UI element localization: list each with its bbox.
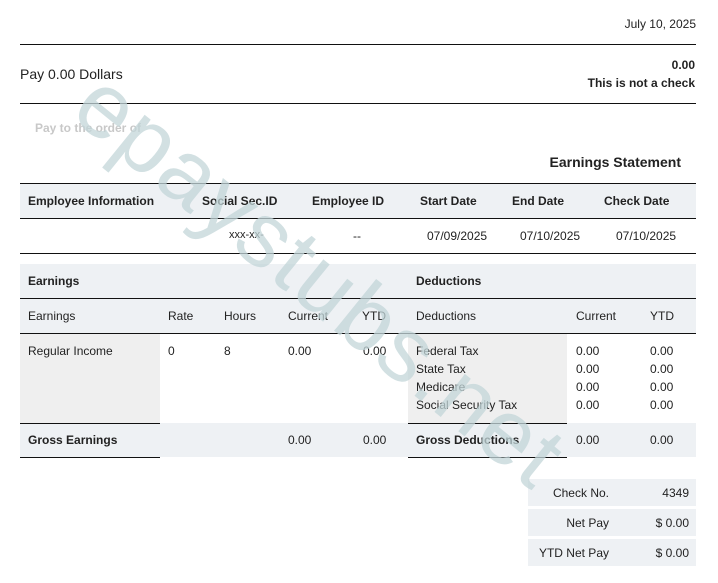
col-ssn: Social Sec.ID — [202, 194, 278, 208]
divider — [20, 103, 696, 104]
gross-deductions-ytd: 0.00 — [650, 433, 674, 447]
gross-deductions-label: Gross Deductions — [416, 433, 520, 447]
end-date-value: 07/10/2025 — [520, 229, 581, 243]
deduction-current: 0.00 — [576, 380, 600, 394]
divider — [408, 423, 567, 424]
col-ytd: YTD — [362, 309, 386, 323]
divider — [20, 218, 696, 219]
gross-earnings-ytd: 0.00 — [363, 433, 387, 447]
statement-title: Earnings Statement — [549, 154, 681, 170]
divider — [20, 333, 696, 334]
divider — [20, 253, 696, 254]
employee-id-value: -- — [353, 229, 361, 243]
start-date-value: 07/09/2025 — [427, 229, 488, 243]
ytd-net-pay-label: YTD Net Pay — [538, 546, 609, 560]
deduction-ytd: 0.00 — [650, 344, 674, 358]
check-number-value: 4349 — [662, 486, 689, 500]
col-start-date: Start Date — [420, 194, 477, 208]
deduction-name: State Tax — [416, 362, 466, 376]
deduction-name: Social Security Tax — [416, 398, 518, 412]
deduction-name: Federal Tax — [416, 344, 479, 358]
check-amount: 0.00 — [671, 58, 695, 72]
pay-amount-words: Pay 0.00 Dollars — [20, 66, 123, 82]
check-number-row: Check No. 4349 — [528, 479, 696, 506]
gross-earnings-current: 0.00 — [288, 433, 312, 447]
divider — [408, 457, 567, 458]
deduction-ytd: 0.00 — [650, 398, 674, 412]
gross-deductions-current: 0.00 — [576, 433, 600, 447]
col-employee-info: Employee Information — [28, 194, 155, 208]
col-rate: Rate — [168, 309, 194, 323]
gross-row-bg — [20, 423, 696, 457]
net-pay-value: $ 0.00 — [655, 516, 689, 530]
net-pay-row: Net Pay $ 0.00 — [528, 509, 696, 536]
check-date-value: 07/10/2025 — [616, 229, 677, 243]
earning-hours: 8 — [224, 344, 231, 358]
divider — [20, 298, 696, 299]
ytd-net-pay-row: YTD Net Pay $ 0.00 — [528, 539, 696, 566]
pay-to-order-label: Pay to the order of — [35, 121, 142, 135]
divider — [20, 44, 696, 45]
earning-current: 0.00 — [288, 344, 312, 358]
col-deductions: Deductions — [416, 309, 477, 323]
not-check-notice: This is not a check — [587, 76, 695, 90]
col-current: Current — [288, 309, 329, 323]
earnings-name-cell — [20, 334, 160, 423]
col-ded-ytd: YTD — [650, 309, 674, 323]
col-check-date: Check Date — [604, 194, 670, 208]
earnings-title: Earnings — [28, 274, 80, 288]
deductions-name-cell — [408, 334, 567, 423]
gross-earnings-label: Gross Earnings — [28, 433, 118, 447]
deduction-name: Medicare — [416, 380, 466, 394]
employee-header-bg — [20, 183, 696, 218]
col-earnings: Earnings — [28, 309, 76, 323]
ssn-value: xxx-xx- — [229, 229, 264, 241]
earning-ytd: 0.00 — [363, 344, 387, 358]
earning-rate: 0 — [168, 344, 175, 358]
net-pay-label: Net Pay — [566, 516, 609, 530]
col-end-date: End Date — [512, 194, 565, 208]
earning-name: Regular Income — [28, 344, 113, 358]
col-employee-id: Employee ID — [312, 194, 385, 208]
divider — [20, 183, 696, 184]
col-hours: Hours — [224, 309, 257, 323]
check-date: July 10, 2025 — [624, 17, 696, 31]
deductions-title: Deductions — [416, 274, 482, 288]
divider — [20, 423, 160, 424]
deduction-current: 0.00 — [576, 362, 600, 376]
deduction-current: 0.00 — [576, 398, 600, 412]
divider — [20, 457, 160, 458]
col-ded-current: Current — [576, 309, 617, 323]
check-number-label: Check No. — [552, 486, 609, 500]
ytd-net-pay-value: $ 0.00 — [655, 546, 689, 560]
deduction-ytd: 0.00 — [650, 362, 674, 376]
deduction-ytd: 0.00 — [650, 380, 674, 394]
deduction-current: 0.00 — [576, 344, 600, 358]
